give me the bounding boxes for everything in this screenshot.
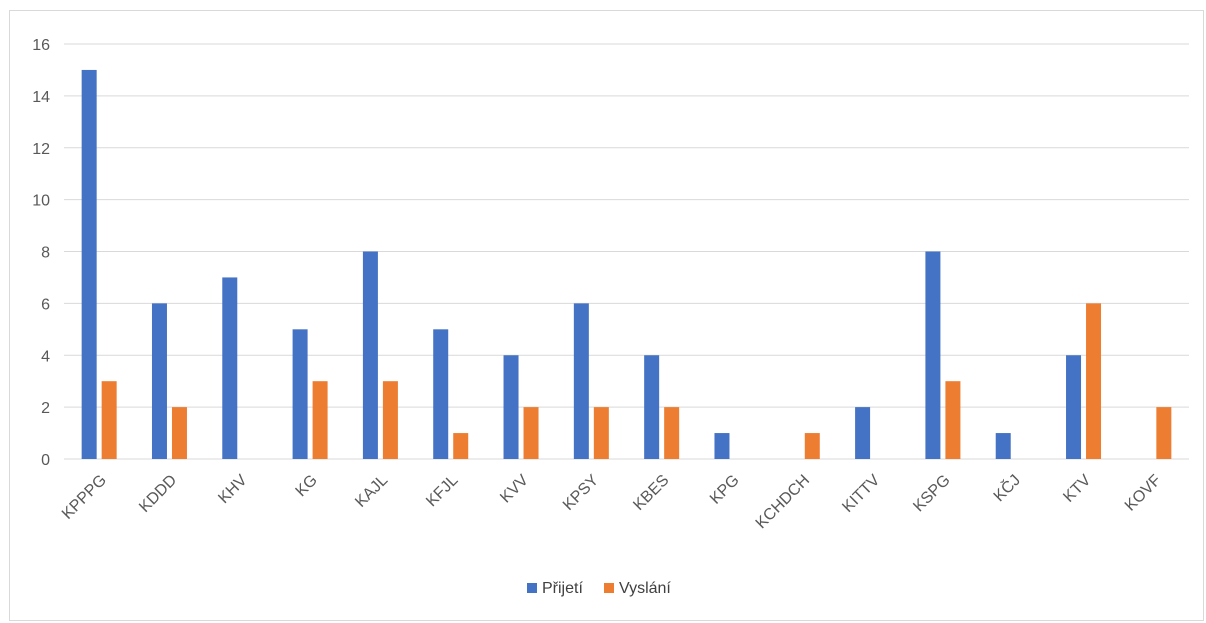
x-tick-label: KČJ <box>989 470 1024 505</box>
bar-Přijetí-KHV <box>222 277 238 459</box>
bar-Přijetí-KDDD <box>151 303 167 459</box>
legend-swatch-Vyslání <box>604 583 614 593</box>
bar-Přijetí-KAJL <box>362 251 378 459</box>
y-tick-label: 0 <box>41 452 50 469</box>
chart-frame <box>9 10 1204 621</box>
legend-label: Vyslání <box>619 580 671 597</box>
bar-Přijetí-KPG <box>714 433 730 459</box>
legend-swatch-Přijetí <box>527 583 537 593</box>
bar-Přijetí-KSPG <box>925 251 941 459</box>
bar-Vyslání-KVV <box>523 407 539 459</box>
legend: Přijetí Vyslání <box>527 580 671 597</box>
x-tick-label: KBES <box>630 472 672 514</box>
x-tick-label: KITTV <box>839 472 883 516</box>
x-tick-label: KDDD <box>136 472 180 516</box>
y-tick-label: 6 <box>41 296 50 313</box>
bar-Vyslání-KAJL <box>382 381 398 459</box>
x-tick-label: KG <box>293 472 321 500</box>
x-tick-label: KHV <box>215 472 251 508</box>
bars <box>81 69 1172 459</box>
y-tick-label: 8 <box>41 245 50 262</box>
legend-label: Přijetí <box>542 580 583 597</box>
bar-Vyslání-KPSY <box>593 407 609 459</box>
y-tick-label: 4 <box>41 348 50 365</box>
y-tick-label: 14 <box>32 89 50 106</box>
x-axis-labels: KPPPG KDDD KHV KG KAJL KFJL KVV KPSY KBES KPG KCHD… <box>59 470 1165 532</box>
bar-Vyslání-KDDD <box>171 407 187 459</box>
y-tick-label: 12 <box>32 141 50 158</box>
bar-Vyslání-KPPPG <box>101 381 117 459</box>
bar-Vyslání-KSPG <box>945 381 961 459</box>
x-tick-label: KTV <box>1060 472 1094 506</box>
bar-Vyslání-KG <box>312 381 328 459</box>
bar-Přijetí-KVV <box>503 355 519 459</box>
bar-Přijetí-KTV <box>1066 355 1082 459</box>
x-tick-label: KVV <box>497 472 532 507</box>
bar-Přijetí-KPPPG <box>81 69 97 459</box>
x-tick-label: KCHDCH <box>753 472 813 532</box>
bar-Vyslání-KOVF <box>1156 407 1172 459</box>
bar-Přijetí-KITTV <box>855 407 871 459</box>
y-tick-label: 2 <box>41 400 50 417</box>
bar-Vyslání-KFJL <box>453 433 469 459</box>
bar-Přijetí-KFJL <box>433 329 449 459</box>
bar-Přijetí-KČJ <box>995 433 1011 459</box>
bar-Přijetí-KPSY <box>573 303 589 459</box>
x-tick-label: KAJL <box>352 472 391 511</box>
y-tick-label: 16 <box>32 37 50 54</box>
x-tick-label: KPPPG <box>59 472 110 523</box>
x-tick-label: KOVF <box>1122 472 1165 515</box>
bar-Vyslání-KTV <box>1086 303 1102 459</box>
bar-Vyslání-KCHDCH <box>804 433 820 459</box>
y-tick-label: 10 <box>32 193 50 210</box>
x-tick-label: KSPG <box>910 472 953 515</box>
x-tick-label: KPSY <box>560 472 602 514</box>
x-tick-label: KFJL <box>423 472 461 510</box>
bar-Vyslání-KBES <box>664 407 680 459</box>
bar-Přijetí-KG <box>292 329 308 459</box>
x-tick-label: KPG <box>707 472 743 508</box>
bar-Přijetí-KBES <box>644 355 660 459</box>
y-axis-labels: 0 2 4 6 8 10 12 14 16 <box>32 37 50 469</box>
